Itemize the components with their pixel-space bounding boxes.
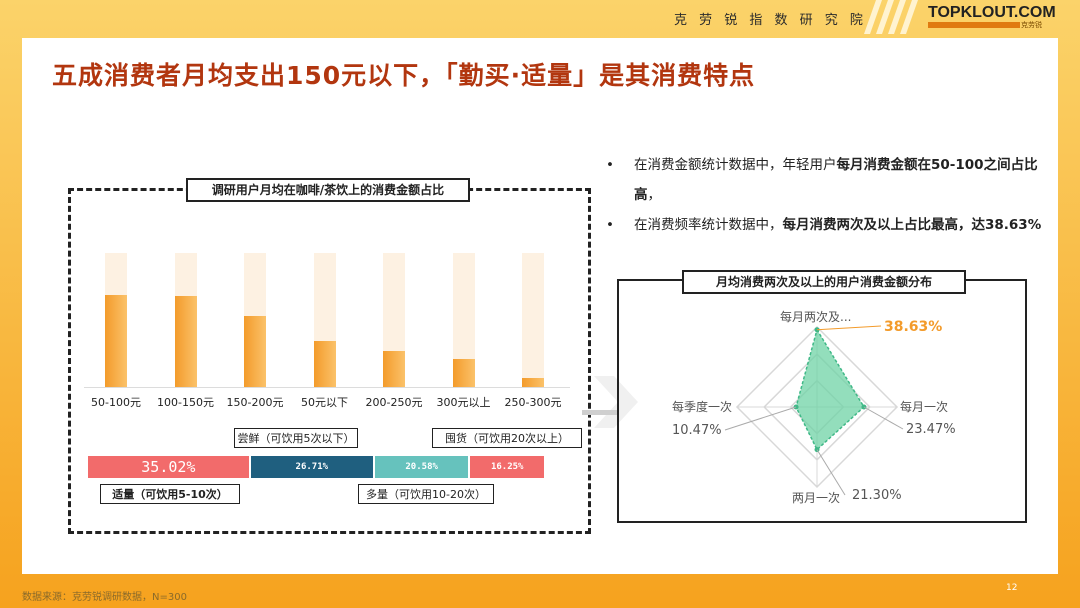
key-findings: 在消费金额统计数据中，年轻用户每月消费金额在50-100之间占比高， 在消费频率…	[606, 150, 1046, 240]
radar-axis-label-bottom: 两月一次	[792, 491, 841, 505]
data-source: 数据来源：克劳锐调研数据，N=300	[22, 592, 187, 603]
bar	[383, 350, 405, 387]
bar-track	[174, 253, 197, 387]
brand-cn: 克劳锐	[1021, 21, 1042, 29]
radar-axis-label-top: 每月两次及...	[780, 310, 852, 324]
radar-point	[793, 404, 799, 410]
bar	[244, 315, 266, 387]
frequency-segment-label: 适量（可饮用5-10次）	[100, 484, 240, 504]
frequency-segment: 20.58%	[374, 456, 469, 478]
bar-category-label: 150-200元	[226, 396, 284, 409]
radar-panel-label: 月均消费两次及以上的用户消费金额分布	[682, 270, 966, 294]
bar-category-label: 50-100元	[91, 396, 141, 409]
bar	[174, 295, 197, 387]
radar-chart	[724, 325, 904, 496]
bar-category-label: 300元以上	[436, 396, 491, 409]
radar-leader-line	[863, 406, 904, 430]
bar	[452, 358, 475, 387]
decorative-stripes	[864, 0, 918, 34]
brand-strip	[928, 22, 1020, 28]
frequency-segment: 26.71%	[250, 456, 373, 478]
radar-leader-line	[816, 325, 882, 331]
page-title: 五成消费者月均支出150元以下，「勤买·适量」是其消费特点	[52, 61, 756, 90]
bar-track	[383, 253, 405, 387]
arrow-icon	[582, 376, 638, 428]
finding-1: 在消费金额统计数据中，年轻用户每月消费金额在50-100之间占比高，	[606, 150, 1046, 210]
spending-panel-label: 调研用户月均在咖啡/茶饮上的消费金额占比	[186, 178, 470, 202]
bar	[313, 341, 336, 387]
radar-series-area	[795, 327, 865, 451]
finding-2: 在消费频率统计数据中，每月消费两次及以上占比最高，达38.63%	[606, 210, 1046, 240]
radar-value-right: 23.47%	[906, 422, 956, 437]
chart-baseline	[84, 387, 570, 388]
bar-track	[313, 253, 336, 387]
org-name: 克 劳 锐 指 数 研 究 院	[674, 13, 867, 28]
frequency-segment-label: 多量（可饮用10-20次）	[358, 484, 494, 504]
radar-value-top: 38.63%	[884, 319, 943, 335]
bar-track	[522, 253, 544, 387]
frequency-segment: 16.25%	[470, 456, 544, 478]
bar	[522, 377, 544, 387]
bar-track	[244, 253, 266, 387]
bar-category-label: 250-300元	[504, 396, 562, 409]
radar-axis-label-right: 每月一次	[900, 400, 949, 414]
radar-axis-label-left: 每季度一次	[672, 400, 733, 414]
page-number: 12	[1006, 583, 1018, 593]
bar-category-label: 200-250元	[365, 396, 423, 409]
frequency-segment-label: 囤货（可饮用20次以上）	[432, 428, 582, 448]
bar-track	[105, 253, 127, 387]
radar-leader-line	[724, 406, 797, 431]
bar	[105, 294, 127, 387]
frequency-segment: 35.02%	[88, 456, 249, 478]
radar-value-bottom: 21.30%	[852, 488, 902, 503]
frequency-segment-label: 尝鲜（可饮用5次以下）	[234, 428, 358, 448]
bar-track	[452, 253, 475, 387]
bar-category-label: 50元以下	[301, 396, 348, 409]
bar-category-label: 100-150元	[157, 396, 214, 409]
brand-logo: TOPKLOUT.COM	[928, 4, 1056, 21]
radar-value-left: 10.47%	[672, 423, 722, 438]
radar-leader-line	[816, 449, 846, 496]
